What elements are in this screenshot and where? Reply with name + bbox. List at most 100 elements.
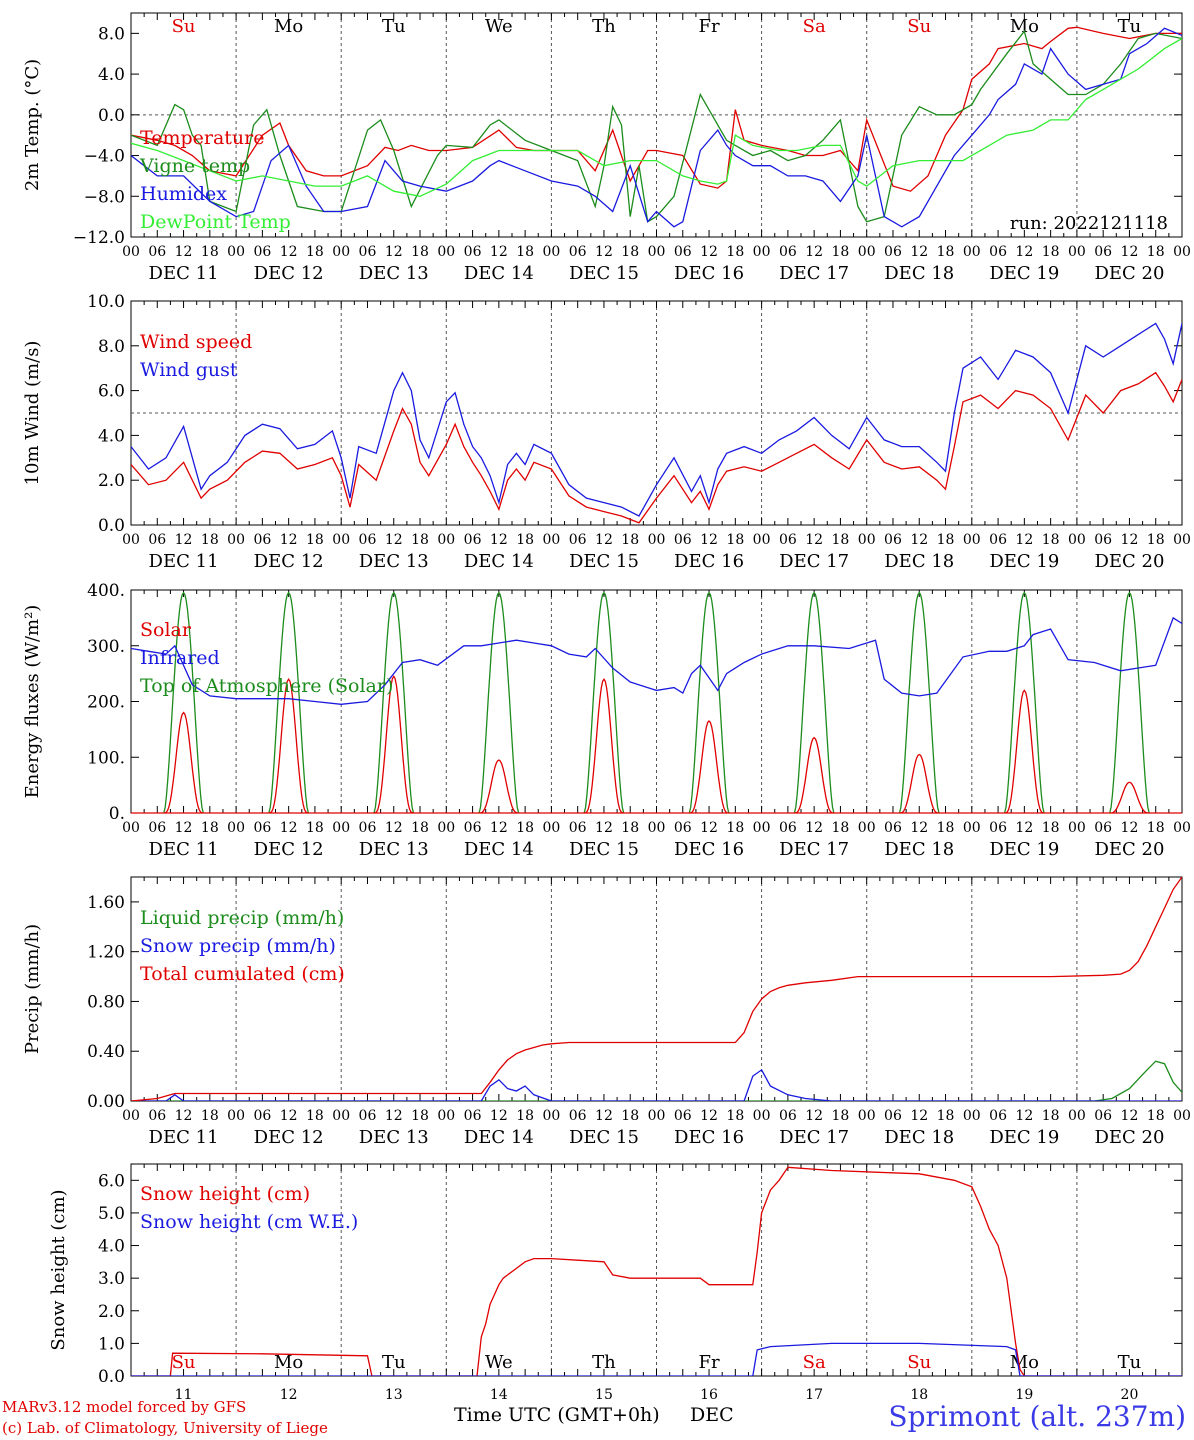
y-axis-label: 2m Temp. (°C): [22, 59, 43, 191]
x-hour-label: 00: [963, 1108, 981, 1124]
legend-entry: Wind gust: [140, 359, 238, 381]
x-hour-label: 18: [832, 532, 850, 548]
x-hour-label: 06: [569, 1108, 587, 1124]
legend-entry: Liquid precip (mm/h): [140, 907, 344, 929]
x-hour-label: 18: [516, 820, 534, 836]
weekday-name: Mo: [1010, 1352, 1039, 1373]
x-day-number: 20: [1121, 1387, 1139, 1403]
weekday-name: Sa: [803, 1352, 826, 1373]
x-hour-label: 00: [332, 1108, 350, 1124]
x-hour-label: 00: [1173, 1108, 1191, 1124]
x-hour-label: 12: [385, 532, 403, 548]
x-day-number: 19: [1015, 1387, 1033, 1403]
x-day-label: DEC 17: [779, 551, 849, 572]
panel-5: 0.0 1.0 2.0 3.0 4.0 5.0 6.0 Snow height (cm) 11 1…: [48, 1163, 1183, 1403]
weekday-name: Su: [172, 1352, 196, 1373]
x-hour-label: 06: [884, 244, 902, 260]
y-tick-label: 8.0: [98, 24, 125, 44]
toa-solar-day-line: [1003, 591, 1045, 813]
x-hour-label: 06: [884, 820, 902, 836]
x-hour-label: 06: [253, 532, 271, 548]
x-hour-label: 12: [595, 1108, 613, 1124]
x-hour-label: 18: [621, 532, 639, 548]
x-hour-label: 06: [464, 244, 482, 260]
x-hour-label: 00: [332, 244, 350, 260]
x-hour-label: 12: [490, 1108, 508, 1124]
x-hour-label: 12: [910, 820, 928, 836]
y-tick-label: 400.: [87, 581, 125, 601]
toa-solar-day-line: [268, 591, 310, 813]
x-day-label: DEC 19: [989, 839, 1059, 860]
x-hour-label: 00: [753, 532, 771, 548]
x-hour-label: 00: [858, 820, 876, 836]
x-hour-label: 06: [674, 532, 692, 548]
x-hour-label: 12: [910, 244, 928, 260]
x-day-label: DEC 18: [884, 1127, 954, 1148]
x-hour-label: 06: [989, 532, 1007, 548]
x-hour-label: 12: [385, 1108, 403, 1124]
y-tick-label: 0.80: [87, 992, 125, 1012]
x-axis-unit: DEC: [690, 1404, 734, 1426]
y-tick-label: 2.0: [98, 1302, 125, 1322]
toa-solar-day-line: [478, 591, 520, 813]
x-day-label: DEC 17: [779, 1127, 849, 1148]
x-day-label: DEC 12: [254, 551, 324, 572]
x-day-number: 14: [490, 1387, 508, 1403]
x-day-label: DEC 15: [569, 551, 639, 572]
y-tick-label: 200.: [87, 693, 125, 713]
x-hour-label: 12: [175, 532, 193, 548]
lab-credit-line: (c) Lab. of Climatology, University of L…: [2, 1419, 328, 1437]
x-hour-label: 06: [779, 1108, 797, 1124]
x-hour-label: 06: [989, 1108, 1007, 1124]
x-day-label: DEC 11: [149, 551, 219, 572]
y-tick-label: 6.0: [98, 382, 125, 402]
x-day-label: DEC 15: [569, 1127, 639, 1148]
x-hour-label: 18: [201, 532, 219, 548]
x-hour-label: 12: [910, 1108, 928, 1124]
x-hour-label: 18: [937, 1108, 955, 1124]
x-hour-label: 06: [569, 532, 587, 548]
x-axis-title: Time UTC (GMT+0h): [454, 1404, 660, 1426]
x-day-label: DEC 14: [464, 839, 534, 860]
x-day-label: DEC 13: [359, 1127, 429, 1148]
x-hour-label: 06: [464, 1108, 482, 1124]
x-hour-label: 18: [1042, 532, 1060, 548]
x-hour-label: 06: [359, 532, 377, 548]
y-tick-label: −4.0: [84, 147, 125, 167]
x-hour-label: 06: [1094, 820, 1112, 836]
y-tick-label: 2.0: [98, 471, 125, 491]
legend-entry: Snow height (cm W.E.): [140, 1211, 358, 1233]
weekday-name: Tu: [382, 1352, 406, 1373]
x-hour-label: 18: [726, 1108, 744, 1124]
weekday-name: Mo: [1010, 16, 1039, 37]
x-hour-label: 00: [648, 1108, 666, 1124]
x-hour-label: 18: [726, 244, 744, 260]
x-hour-label: 12: [490, 244, 508, 260]
toa-solar-day-line: [373, 591, 415, 813]
x-hour-label: 00: [1068, 1108, 1086, 1124]
x-hour-label: 00: [542, 244, 560, 260]
y-tick-label: 1.20: [87, 943, 125, 963]
x-day-label: DEC 11: [149, 263, 219, 284]
weekday-name: Th: [592, 1352, 616, 1373]
x-day-label: DEC 12: [254, 1127, 324, 1148]
series-line-snow-precip-mm-h-: [131, 1068, 1182, 1101]
x-hour-label: 00: [122, 820, 140, 836]
y-tick-label: −8.0: [84, 187, 125, 207]
x-hour-label: 06: [1094, 244, 1112, 260]
x-hour-label: 12: [805, 532, 823, 548]
legend-entry: Top of Atmosphere (Solar): [140, 675, 393, 697]
x-hour-label: 00: [332, 532, 350, 548]
x-hour-label: 00: [753, 820, 771, 836]
x-hour-label: 18: [411, 244, 429, 260]
x-hour-label: 12: [700, 532, 718, 548]
x-hour-label: 06: [1094, 532, 1112, 548]
x-hour-label: 18: [726, 532, 744, 548]
x-hour-label: 00: [437, 820, 455, 836]
x-day-label: DEC 20: [1094, 1127, 1164, 1148]
x-hour-label: 12: [595, 532, 613, 548]
weekday-name: Mo: [274, 16, 303, 37]
weekday-name: Tu: [1118, 16, 1142, 37]
y-tick-label: 0.00: [87, 1092, 125, 1112]
weekday-name: We: [485, 16, 513, 37]
